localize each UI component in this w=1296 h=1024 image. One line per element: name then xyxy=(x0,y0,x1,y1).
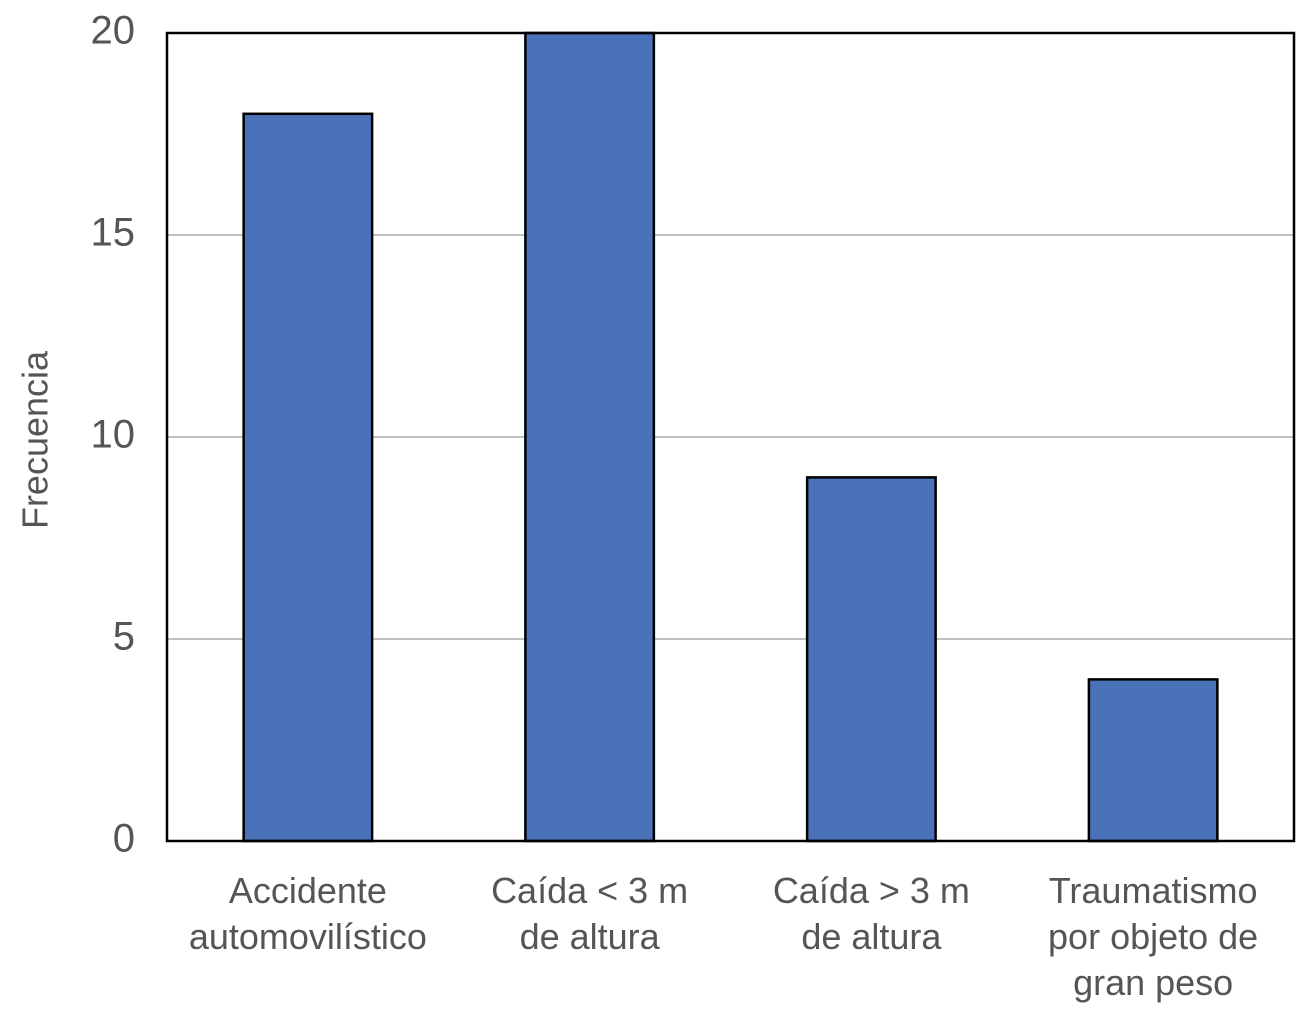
x-tick-label: Caída > 3 m de altura xyxy=(773,870,970,957)
x-tick-label: Caída < 3 m de altura xyxy=(491,870,688,957)
bar xyxy=(242,112,374,843)
y-tick-label: 0 xyxy=(113,817,135,861)
x-tick-label: Traumatismo por objeto de gran peso xyxy=(1048,870,1258,1003)
bar xyxy=(524,31,656,843)
y-tick-label: 15 xyxy=(91,211,136,255)
x-tick-label: Accidente automovilístico xyxy=(189,870,427,957)
y-tick-label: 10 xyxy=(91,413,136,457)
y-tick-label: 5 xyxy=(113,615,135,659)
bar xyxy=(1087,678,1219,843)
plot-frame xyxy=(165,31,1296,843)
y-tick-label: 20 xyxy=(91,9,136,53)
y-axis-label: Frecuencia xyxy=(15,350,56,529)
bar xyxy=(805,476,937,843)
